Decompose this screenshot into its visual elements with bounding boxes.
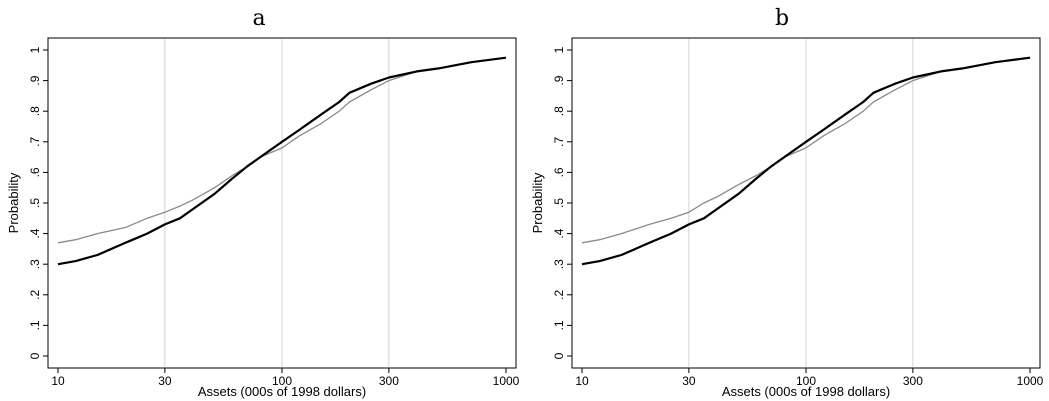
panel-b-y-tick-label: 1 [552, 46, 566, 53]
panel-b-y-tick-label: .9 [552, 75, 566, 85]
panel-b-x-tick-label: 300 [903, 374, 923, 388]
panel-b-y-axis-label: Probability [530, 172, 545, 233]
panel-a-x-tick-label: 300 [379, 374, 399, 388]
panel-b-x-axis-label: Assets (000s of 1998 dollars) [722, 384, 890, 399]
panel-a-x-axis-label: Assets (000s of 1998 dollars) [198, 384, 366, 399]
panel-b-x-tick-label: 100 [796, 374, 816, 388]
panel-a-y-tick-label: .3 [28, 259, 42, 269]
panel-b-y-tick-label: .1 [552, 320, 566, 330]
panel-b-y-tick-label: 0 [552, 352, 566, 359]
panel-b-x-tick-label: 1000 [1017, 374, 1044, 388]
panel-a-y-tick-label: 1 [28, 46, 42, 53]
panel-a-x-tick-label: 30 [158, 374, 172, 388]
panel-a-y-axis-label: Probability [6, 172, 21, 233]
panel-b-x-tick-label: 30 [682, 374, 696, 388]
panel-b-y-tick-label: .7 [552, 136, 566, 146]
panel-a-series-line-black [57, 56, 507, 266]
panel-a-y-tick-label: .1 [28, 320, 42, 330]
panel-b-y-tick-label: .6 [552, 167, 566, 177]
panel-b-y-tick-label: .3 [552, 259, 566, 269]
panel-b-x-tick-label: 10 [575, 374, 589, 388]
panel-b-title: b [774, 6, 790, 31]
panel-a-y-tick-label: .6 [28, 167, 42, 177]
panel-a-y-tick-label: .8 [28, 106, 42, 116]
panel-a-title: a [252, 6, 266, 31]
panel-a-x-tick-label: 100 [272, 374, 292, 388]
panel-b-y-tick-label: .5 [552, 198, 566, 208]
panel-b-series-line-black [581, 56, 1031, 266]
panel-b-y-tick-label: .8 [552, 106, 566, 116]
panel-a-y-tick-label: .5 [28, 198, 42, 208]
panel-b-y-tick-label: .2 [552, 289, 566, 299]
panel-a-y-tick-label: 0 [28, 352, 42, 359]
panel-a-x-tick-label: 10 [51, 374, 65, 388]
panel-a-y-tick-label: .4 [28, 228, 42, 238]
panel-a-y-tick-label: .2 [28, 289, 42, 299]
panel-b-y-tick-label: .4 [552, 228, 566, 238]
panel-a-x-tick-label: 1000 [493, 374, 520, 388]
panel-a-y-tick-label: .7 [28, 136, 42, 146]
panel-a-y-tick-label: .9 [28, 75, 42, 85]
